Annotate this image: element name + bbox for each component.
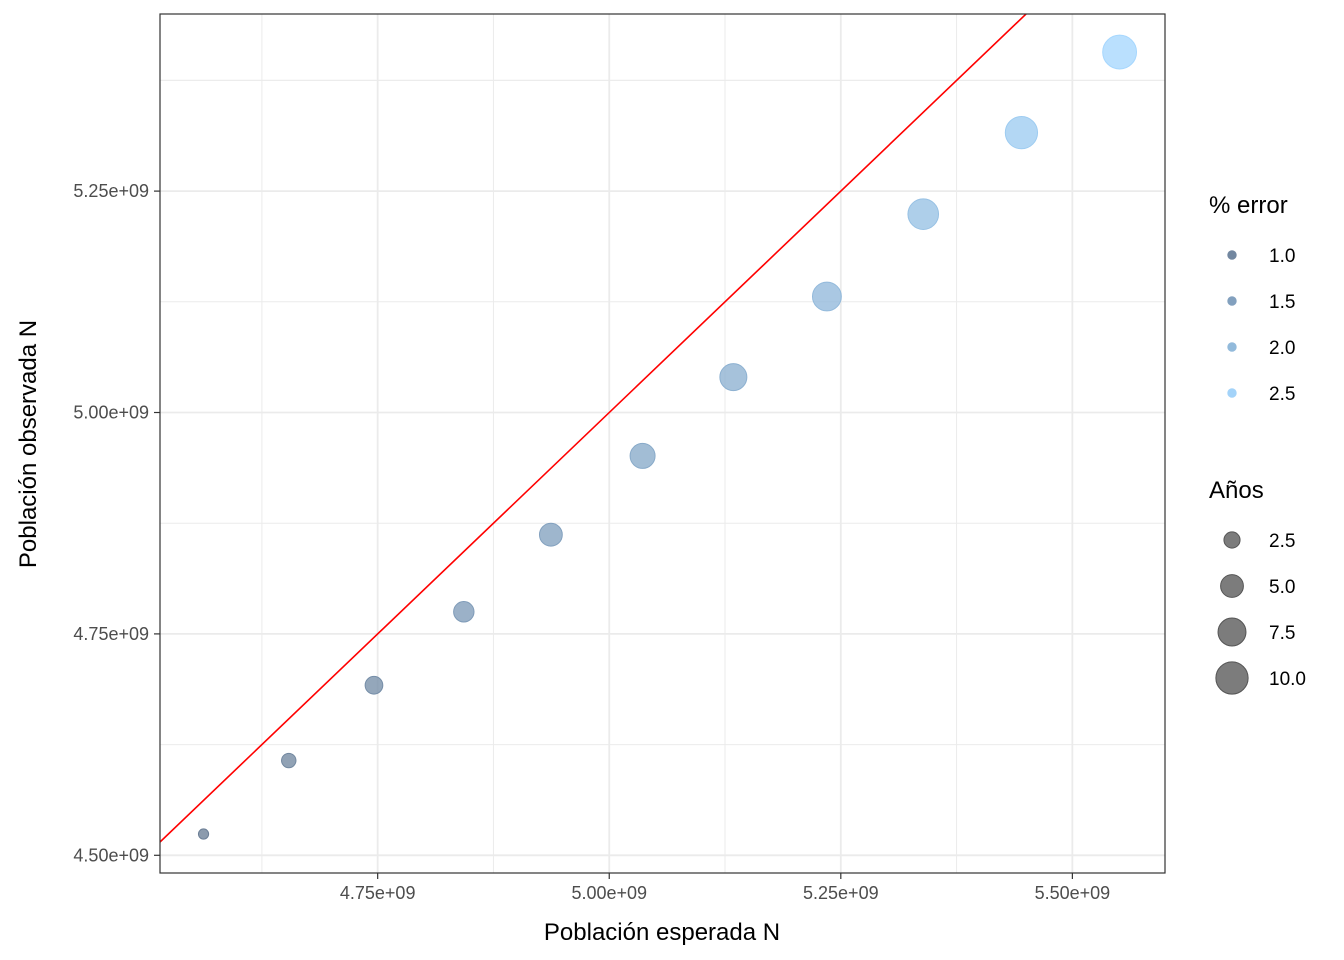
legend-years-key [1215, 661, 1249, 695]
legend-years-label: 10.0 [1269, 669, 1306, 690]
x-axis-ticks: 4.75e+09 5.00e+09 5.25e+09 5.50e+09 [340, 873, 1110, 903]
legend-years-title: Años [1209, 477, 1264, 504]
legend-years-label: 2.5 [1269, 531, 1295, 552]
legend-years: Años 2.5 5.0 7.5 10.0 [1209, 477, 1306, 695]
data-point [364, 675, 384, 695]
legend-years-key [1220, 574, 1244, 598]
data-point [538, 522, 563, 547]
data-point [281, 752, 297, 769]
data-point [907, 198, 940, 230]
x-tick-label: 5.50e+09 [1035, 883, 1111, 903]
data-point [811, 281, 842, 312]
y-tick-label: 5.25e+09 [73, 181, 149, 201]
data-point [1102, 34, 1138, 70]
y-axis-ticks: 4.50e+09 4.75e+09 5.00e+09 5.25e+09 [73, 181, 160, 865]
legend-error-label: 2.5 [1269, 384, 1295, 405]
legend-error: % error 1.0 1.5 2.0 2.5 [1209, 192, 1295, 405]
x-tick-label: 5.00e+09 [571, 883, 647, 903]
data-point [629, 442, 656, 469]
y-tick-label: 4.75e+09 [73, 624, 149, 644]
panel-border [159, 13, 1166, 874]
y-axis-title: Población observada N [15, 320, 42, 568]
data-points [197, 34, 1138, 840]
x-tick-label: 5.25e+09 [803, 883, 879, 903]
legend-years-key [1217, 617, 1247, 647]
legend-error-key [1227, 250, 1237, 260]
legend-error-label: 1.5 [1269, 292, 1295, 313]
legend-years-label: 5.0 [1269, 577, 1295, 598]
legend-years-label: 7.5 [1269, 623, 1295, 644]
plot-panel [160, 14, 1138, 843]
legend-error-key [1227, 296, 1237, 306]
legend-error-label: 1.0 [1269, 246, 1295, 267]
y-tick-label: 5.00e+09 [73, 403, 149, 423]
legend-years-key [1223, 531, 1241, 549]
x-axis-title: Población esperada N [544, 919, 780, 946]
data-point [719, 363, 748, 392]
data-point [1004, 116, 1039, 150]
data-point [453, 601, 475, 623]
legend-error-key [1227, 388, 1237, 398]
legend-error-title: % error [1209, 192, 1288, 219]
y-tick-label: 4.50e+09 [73, 845, 149, 865]
legend-error-key [1227, 342, 1237, 352]
grid-minor [160, 14, 1165, 873]
data-point [197, 828, 210, 840]
reference-line [160, 14, 1028, 843]
grid-major [160, 14, 1165, 873]
x-tick-label: 4.75e+09 [340, 883, 416, 903]
legend-error-label: 2.0 [1269, 338, 1295, 359]
